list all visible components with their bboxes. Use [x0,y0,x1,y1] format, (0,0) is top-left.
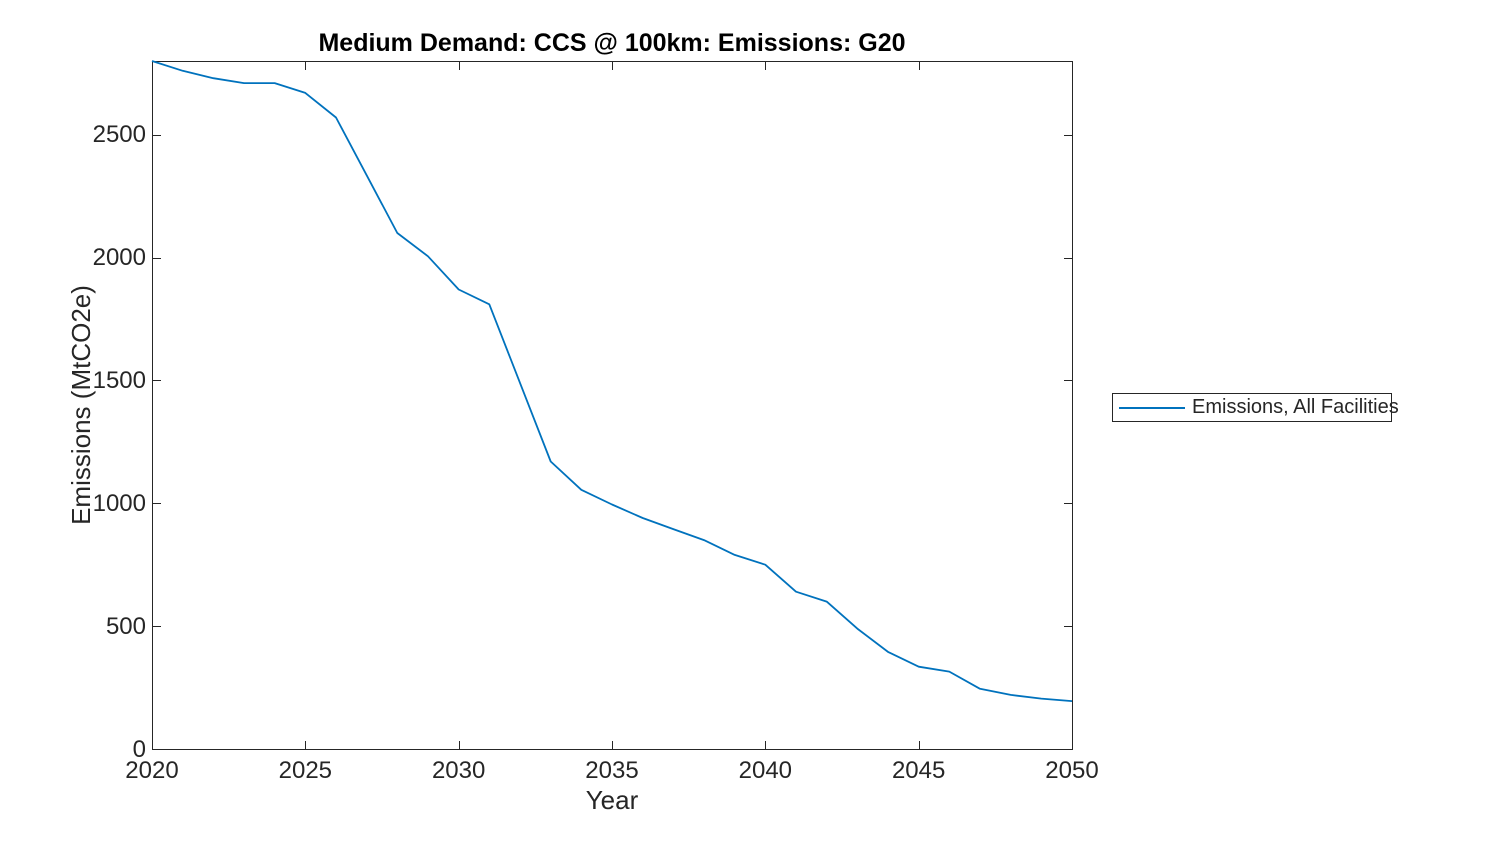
x-axis-label: Year [585,785,639,815]
chart-title: Medium Demand: CCS @ 100km: Emissions: G… [318,29,906,57]
series-line-0 [151,60,1073,702]
axes-box [152,61,1073,750]
legend-item-label: Emissions, All Facilities [1192,396,1399,418]
y-tick-label: 1000 [92,489,146,517]
x-tick-label: 2045 [891,757,946,784]
legend: Emissions, All Facilities [1112,393,1399,422]
x-tick-label: 2025 [278,757,333,784]
x-tick-label: 2020 [125,757,179,784]
y-tick-label: 2500 [92,121,146,149]
y-axis-label: Emissions (MtCO2e) [66,285,96,525]
x-tick-label: 2035 [585,757,639,784]
legend-line-sample [1119,406,1185,409]
y-tick-label: 0 [132,735,146,763]
y-tick-label: 500 [105,612,146,640]
x-tick-label: 2050 [1045,757,1099,784]
x-tick-label: 2040 [738,757,793,784]
y-tick-label: 2000 [92,244,146,272]
x-tick-label: 2030 [431,757,486,784]
y-tick-label: 1500 [92,366,146,394]
